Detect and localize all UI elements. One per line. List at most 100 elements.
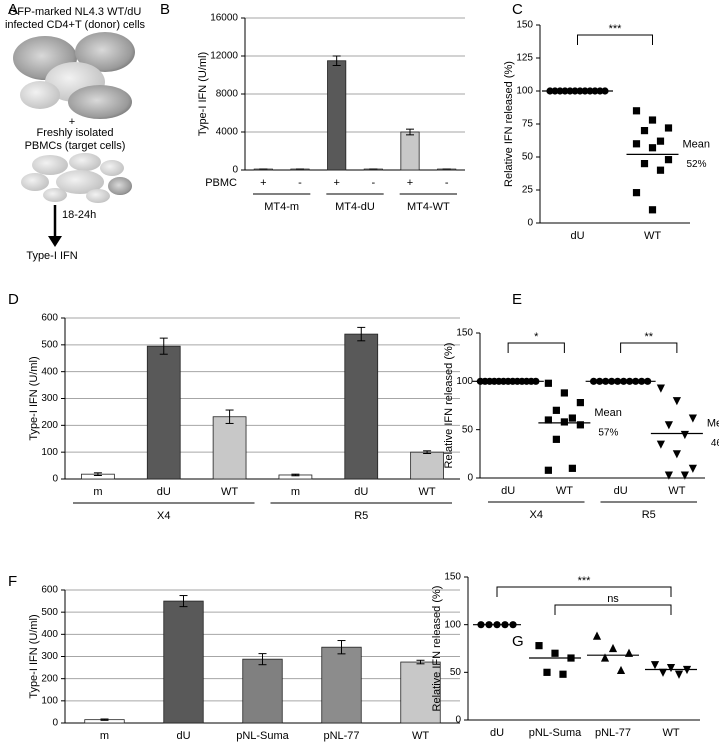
x-tick-label: WT — [668, 485, 685, 497]
group-label: X4 — [157, 510, 170, 522]
panel-label: G — [512, 633, 524, 650]
panel-a: A GFP-marked NL4.3 WT/dU infected CD4+T … — [5, 1, 146, 262]
point — [600, 653, 610, 662]
point — [552, 406, 560, 414]
y-tick-label: 8000 — [216, 89, 239, 100]
y-tick-label: 150 — [456, 328, 473, 339]
significance-bracket — [554, 604, 672, 615]
y-tick-label: 16000 — [210, 13, 238, 24]
y-tick-label: 50 — [522, 152, 534, 163]
y-axis-title: Relative IFN released (%) — [503, 61, 515, 187]
point — [664, 471, 673, 480]
y-tick-label: 400 — [41, 629, 58, 640]
significance-label: *** — [609, 23, 623, 35]
point — [656, 166, 665, 174]
point — [544, 379, 552, 387]
point — [648, 116, 657, 124]
y-tick-label: 500 — [41, 607, 58, 618]
bar — [400, 131, 420, 171]
diagram-text: Freshly isolated — [36, 127, 113, 139]
x-tick-label: WT — [644, 230, 661, 242]
y-axis-title: Type-I IFN (U/ml) — [28, 614, 40, 698]
point — [544, 416, 552, 424]
y-tick-label: 600 — [41, 585, 58, 596]
diagram-text: infected CD4+T (donor) cells — [5, 19, 146, 31]
bar — [344, 333, 379, 480]
target-cell — [56, 170, 104, 194]
point — [632, 189, 641, 197]
point — [688, 414, 697, 423]
x-tick-label: dU — [176, 730, 190, 742]
point — [576, 421, 584, 429]
x-tick-label: - — [445, 177, 449, 189]
donor-cell — [20, 81, 60, 109]
donor-cell — [68, 85, 132, 119]
y-tick-label: 0 — [467, 473, 473, 484]
y-tick-label: 0 — [455, 715, 461, 726]
x-tick-label: - — [371, 177, 375, 189]
y-tick-label: 200 — [41, 673, 58, 684]
mean-text: Mean — [707, 417, 719, 429]
point — [640, 160, 649, 168]
y-axis-title: Relative IFN released (%) — [443, 343, 455, 469]
target-cell — [43, 188, 67, 202]
target-cell — [108, 177, 132, 195]
diagram-text: + — [69, 116, 75, 128]
x-tick-label: pNL-77 — [323, 730, 359, 742]
x-tick-label: WT — [412, 730, 429, 742]
y-tick-label: 100 — [516, 86, 533, 97]
significance-bracket — [496, 586, 672, 597]
diagram-text: Type-I IFN — [26, 250, 77, 262]
y-tick-label: 150 — [516, 20, 533, 31]
x-tick-label: pNL-Suma — [236, 730, 289, 742]
y-tick-label: 500 — [41, 339, 58, 350]
bar — [242, 658, 283, 724]
y-tick-label: 0 — [52, 718, 58, 729]
group-label: X4 — [530, 509, 543, 521]
y-tick-label: 0 — [232, 165, 238, 176]
point — [648, 144, 657, 152]
y-tick-label: 25 — [522, 185, 534, 196]
y-tick-label: 12000 — [210, 51, 238, 62]
row-label: PBMC — [205, 177, 237, 189]
panel-label: D — [8, 291, 19, 308]
diagram-text: 18-24h — [62, 209, 96, 221]
y-tick-label: 100 — [444, 619, 461, 630]
y-tick-label: 100 — [41, 695, 58, 706]
point — [672, 450, 681, 459]
point — [551, 649, 559, 657]
y-tick-label: 4000 — [216, 127, 239, 138]
point — [568, 414, 576, 422]
point — [560, 389, 568, 397]
x-tick-label: WT — [556, 485, 573, 497]
point — [658, 668, 668, 677]
bar — [410, 451, 444, 480]
x-tick-label: WT — [419, 486, 436, 498]
point — [608, 643, 618, 653]
panel-label: F — [8, 573, 17, 590]
x-tick-label: + — [260, 177, 266, 189]
group-label: R5 — [642, 509, 656, 521]
y-axis-title: Type-I IFN (U/ml) — [197, 52, 209, 136]
group-label: R5 — [354, 510, 368, 522]
y-tick-label: 50 — [450, 667, 462, 678]
x-tick-label: m — [93, 486, 102, 498]
bar — [321, 646, 362, 724]
point — [560, 418, 568, 426]
point — [559, 670, 567, 678]
x-tick-label: + — [333, 177, 339, 189]
point — [632, 140, 641, 148]
point — [535, 642, 543, 650]
x-tick-label: dU — [354, 486, 368, 498]
point — [648, 206, 657, 214]
point — [616, 665, 626, 675]
point — [552, 435, 560, 443]
y-tick-label: 300 — [41, 651, 58, 662]
point — [632, 107, 641, 115]
significance-label: * — [534, 331, 539, 343]
point — [656, 440, 665, 449]
point — [664, 124, 673, 132]
x-tick-label: pNL-Suma — [529, 727, 582, 739]
group-label: MT4-dU — [335, 201, 375, 213]
point — [650, 661, 660, 670]
